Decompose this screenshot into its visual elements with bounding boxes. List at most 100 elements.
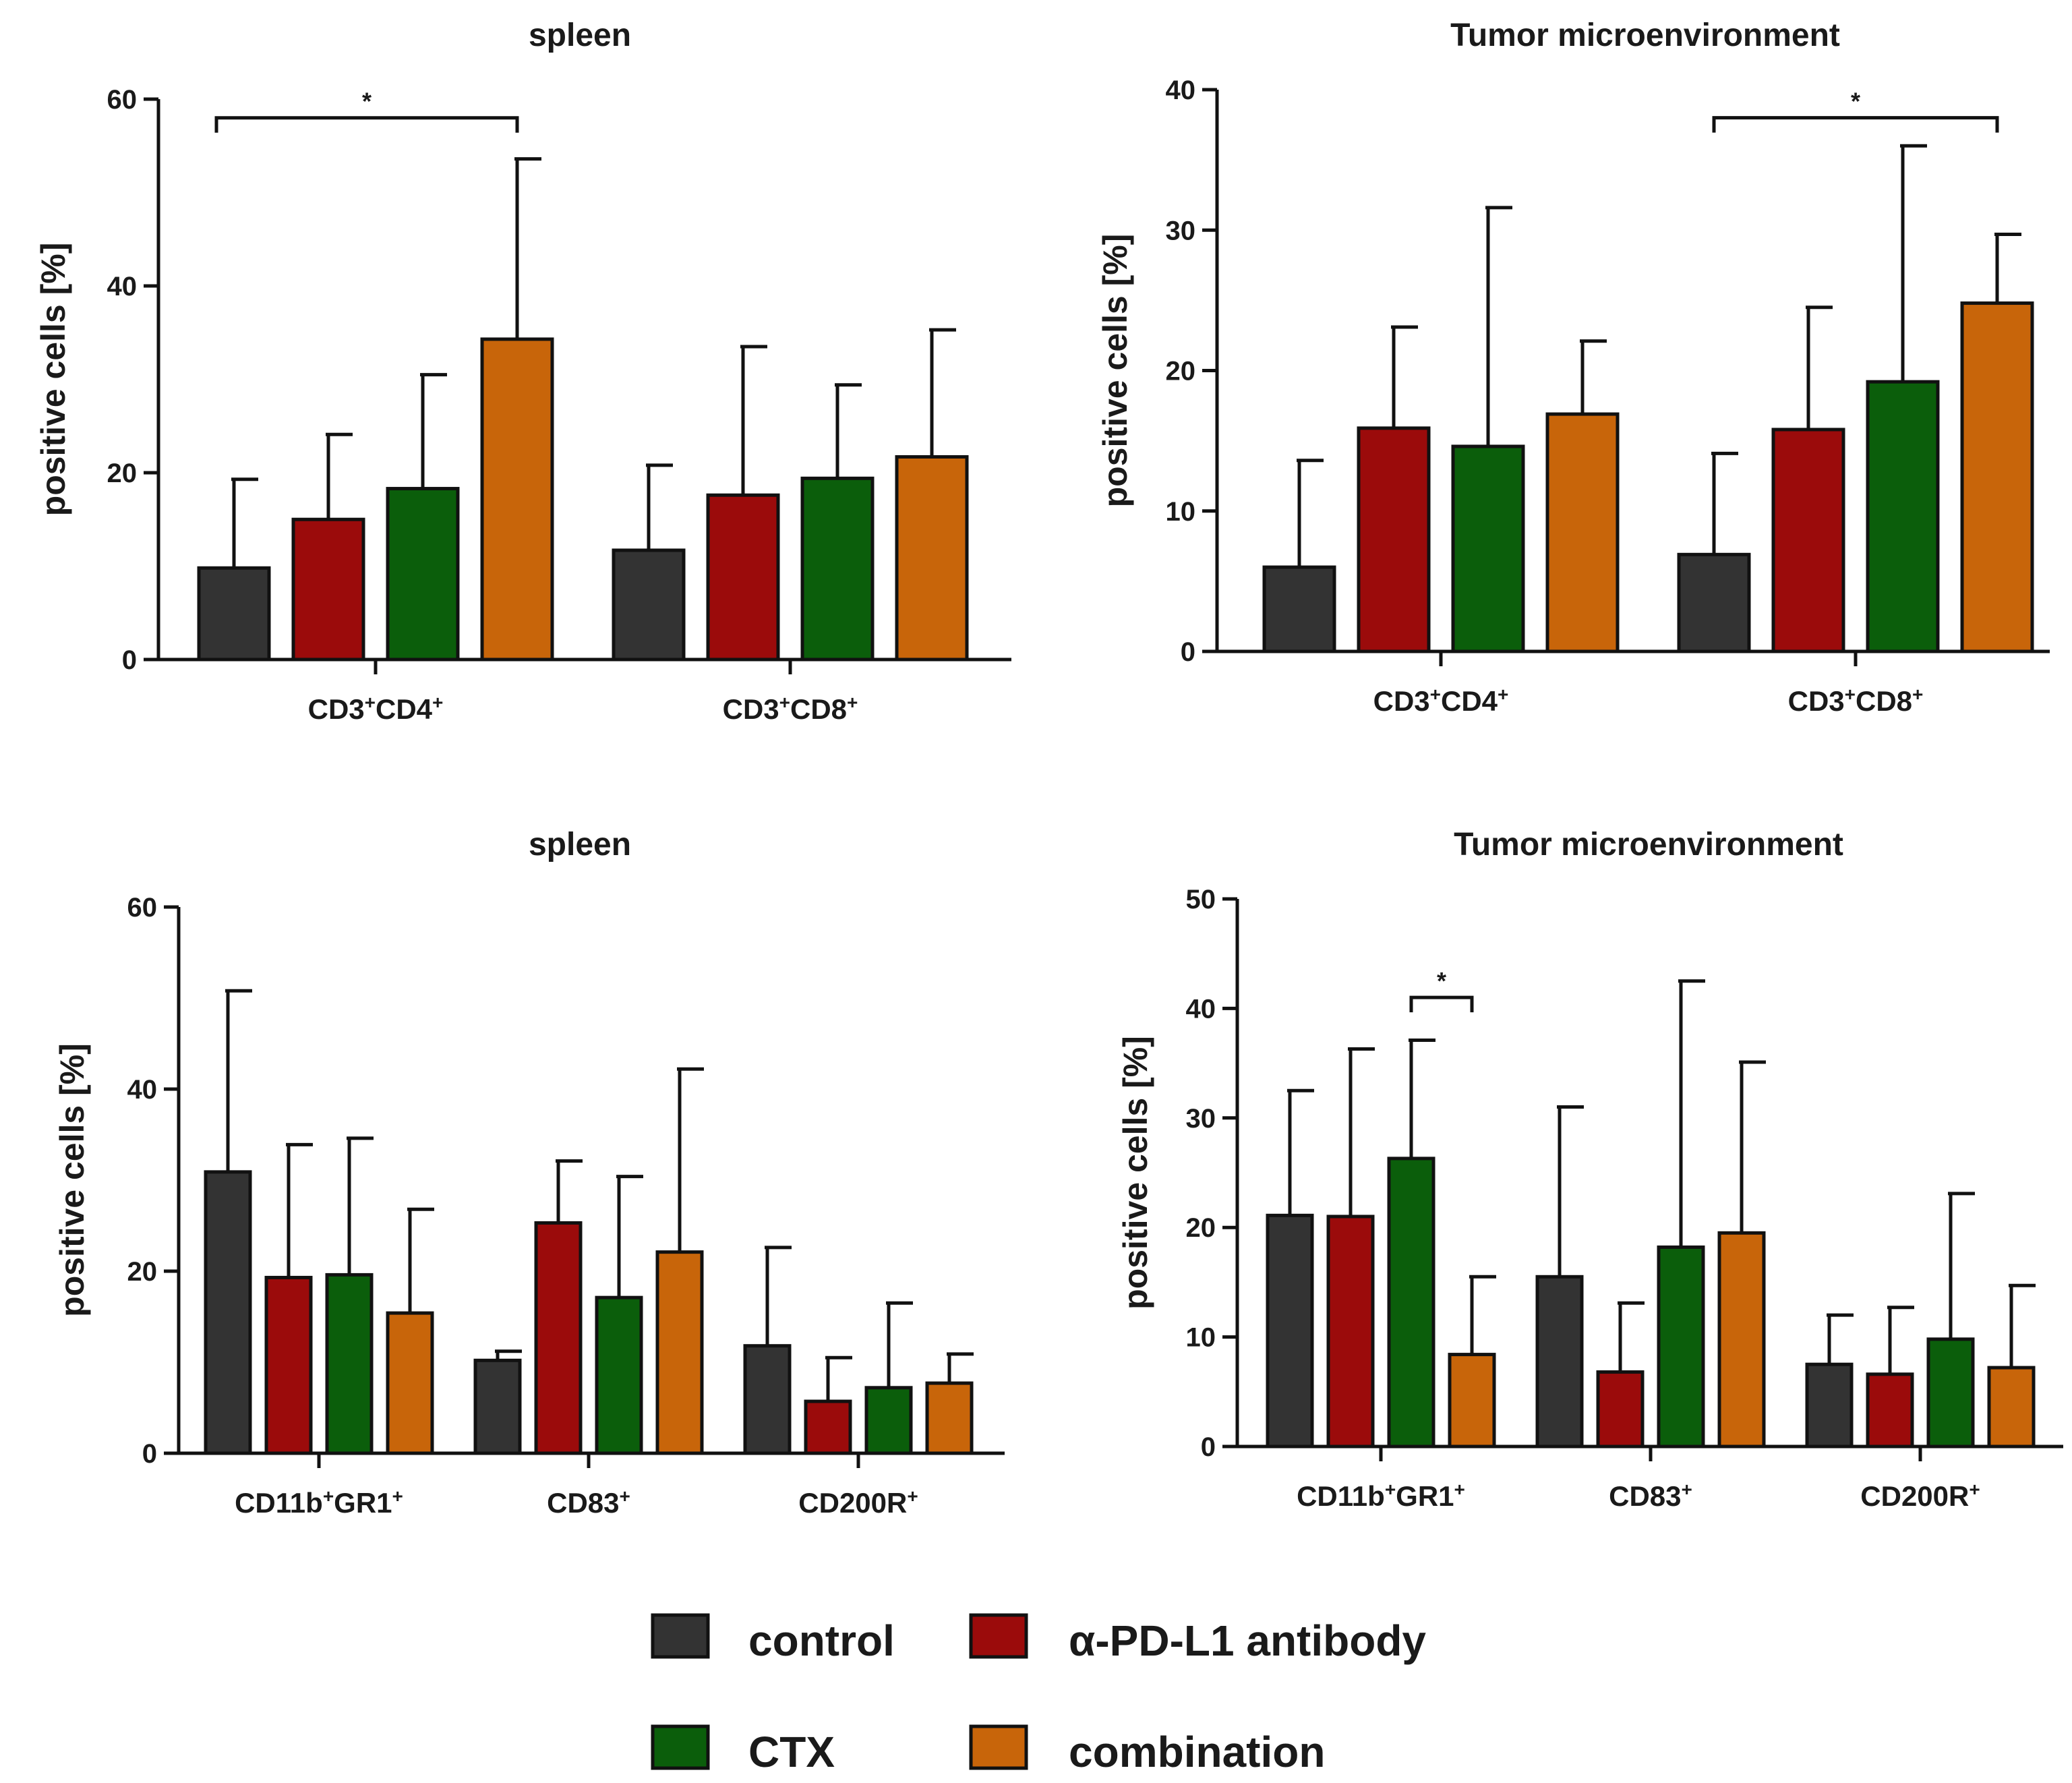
chart-panel-4: Tumor microenvironment positive cells [%]… xyxy=(1117,827,2063,1512)
y-tick-label: 40 xyxy=(1186,994,1216,1024)
bar-combination xyxy=(1448,1353,1496,1449)
x-tick-label: CD200R+ xyxy=(1860,1479,1980,1513)
bar-ctx xyxy=(1387,1157,1435,1449)
legend-item-control: control xyxy=(651,1613,895,1665)
y-tick-label: 40 xyxy=(107,272,138,301)
bar-pd-l1-antibody xyxy=(1866,1372,1914,1449)
bar-control xyxy=(1535,1275,1584,1449)
bar-control xyxy=(612,548,686,662)
significance-label: * xyxy=(1851,88,1860,115)
legend: control α-PD-L1 antibody CTX combination xyxy=(651,1613,1426,1776)
y-axis-label: positive cells [%] xyxy=(1096,234,1134,508)
y-tick-label: 60 xyxy=(127,893,158,923)
significance-bracket xyxy=(1712,116,1999,133)
x-tick-label: CD11b+GR1+ xyxy=(235,1486,403,1519)
bar-pd-l1-antibody xyxy=(804,1399,852,1455)
y-axis-label: positive cells [%] xyxy=(1117,1036,1154,1310)
bar-control xyxy=(473,1358,522,1455)
y-tick-label: 20 xyxy=(1186,1213,1216,1243)
legend-swatch xyxy=(969,1613,1028,1659)
legend-label: control xyxy=(748,1616,895,1665)
bar-combination xyxy=(1717,1231,1766,1449)
y-tick-label: 0 xyxy=(122,645,137,675)
y-tick-label: 30 xyxy=(1166,216,1196,245)
significance-bracket xyxy=(214,116,519,133)
legend-label: α-PD-L1 antibody xyxy=(1069,1616,1426,1665)
chart-title: spleen xyxy=(529,18,631,53)
x-tick-label: CD3+CD8+ xyxy=(1788,684,1924,718)
x-tick-label: CD200R+ xyxy=(798,1486,918,1519)
bar-pd-l1-antibody xyxy=(1326,1215,1375,1449)
bar-ctx xyxy=(1926,1337,1975,1449)
bar-control xyxy=(204,1170,252,1455)
bar-pd-l1-antibody xyxy=(1771,428,1845,653)
bar-ctx xyxy=(1657,1245,1705,1449)
bar-combination xyxy=(925,1381,974,1455)
legend-swatch xyxy=(651,1724,710,1770)
x-tick-label: CD83+ xyxy=(547,1486,630,1519)
bar-ctx xyxy=(864,1386,913,1455)
bar-ctx xyxy=(386,487,460,662)
bar-combination xyxy=(386,1311,434,1455)
x-tick-label: CD11b+GR1+ xyxy=(1297,1479,1465,1513)
bar-combination xyxy=(1960,301,2034,653)
bar-control xyxy=(1262,565,1336,653)
y-tick-label: 20 xyxy=(127,1257,158,1287)
bar-combination xyxy=(655,1250,704,1455)
bar-pd-l1-antibody xyxy=(291,517,365,662)
legend-swatch xyxy=(969,1724,1028,1770)
chart-title: Tumor microenvironment xyxy=(1454,827,1843,863)
bar-pd-l1-antibody xyxy=(1596,1370,1645,1449)
chart-panels: spleen positive cells [%] 0 20 40 60 CD3+CD4+ C… xyxy=(34,18,2063,1519)
legend-label: CTX xyxy=(748,1728,835,1776)
bar-control xyxy=(1805,1362,1854,1449)
y-tick-label: 50 xyxy=(1186,885,1216,914)
bar-ctx xyxy=(800,476,875,662)
y-tick-label: 0 xyxy=(1181,637,1195,667)
chart-title: spleen xyxy=(529,827,631,863)
y-tick-label: 30 xyxy=(1186,1104,1216,1134)
bar-control xyxy=(743,1344,792,1455)
bar-control xyxy=(1266,1213,1314,1449)
significance-label: * xyxy=(362,88,372,115)
x-tick-label: CD3+CD8+ xyxy=(723,692,858,726)
bar-combination xyxy=(1545,412,1620,653)
bar-pd-l1-antibody xyxy=(706,493,780,662)
chart-panel-3: spleen positive cells [%] 0 20 40 60 CD11b+GR1… xyxy=(53,827,1005,1519)
legend-swatch xyxy=(651,1613,710,1659)
legend-item-combination: combination xyxy=(969,1724,1325,1776)
bar-combination xyxy=(480,337,554,662)
legend-item-pd-l1-antibody: α-PD-L1 antibody xyxy=(969,1613,1426,1665)
bar-ctx xyxy=(325,1273,374,1455)
y-tick-label: 0 xyxy=(142,1439,157,1469)
y-axis-label: positive cells [%] xyxy=(34,243,72,517)
x-tick-label: CD3+CD4+ xyxy=(1373,684,1509,718)
bar-ctx xyxy=(595,1295,643,1455)
bar-ctx xyxy=(1451,444,1525,653)
bar-ctx xyxy=(1866,380,1940,653)
bar-combination xyxy=(1987,1366,2036,1449)
y-tick-label: 20 xyxy=(107,459,138,488)
legend-label: combination xyxy=(1069,1728,1325,1776)
y-tick-label: 40 xyxy=(127,1075,158,1105)
significance-bracket xyxy=(1409,995,1474,1013)
chart-panel-2: Tumor microenvironment positive cells [%]… xyxy=(1096,18,2050,717)
y-tick-label: 10 xyxy=(1166,497,1196,527)
y-axis-label: positive cells [%] xyxy=(53,1043,91,1317)
chart-panel-1: spleen positive cells [%] 0 20 40 60 CD3+CD4+ C… xyxy=(34,18,1011,725)
y-tick-label: 0 xyxy=(1201,1432,1216,1462)
bar-control xyxy=(1677,552,1751,653)
bar-pd-l1-antibody xyxy=(1357,426,1431,653)
chart-title: Tumor microenvironment xyxy=(1450,18,1840,53)
y-tick-label: 20 xyxy=(1166,357,1196,386)
significance-label: * xyxy=(1437,967,1446,995)
bar-pd-l1-antibody xyxy=(264,1275,313,1455)
y-tick-label: 60 xyxy=(107,85,138,115)
bar-control xyxy=(197,566,271,662)
x-tick-label: CD83+ xyxy=(1609,1479,1692,1513)
bar-pd-l1-antibody xyxy=(534,1221,583,1455)
y-tick-label: 10 xyxy=(1186,1323,1216,1353)
bar-combination xyxy=(895,455,969,662)
y-tick-label: 40 xyxy=(1166,76,1196,105)
